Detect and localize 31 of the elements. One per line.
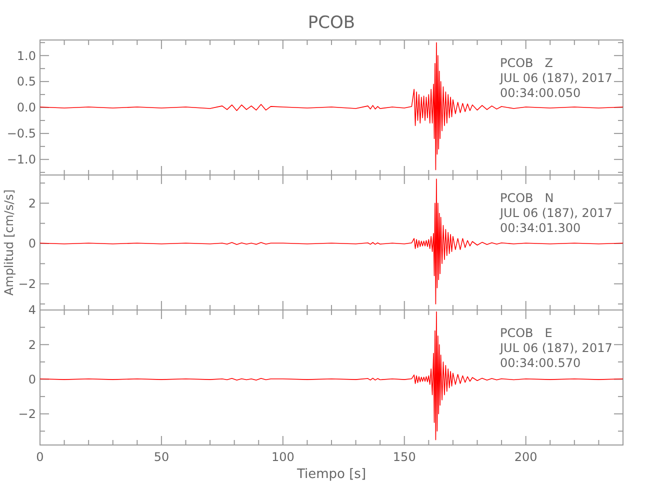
y-tick-label: 1.0 [16, 48, 36, 63]
x-tick-label: 50 [154, 450, 170, 464]
y-tick-label: −2 [18, 277, 36, 292]
annotation: JUL 06 (187), 2017 [499, 71, 612, 85]
annotation: JUL 06 (187), 2017 [499, 341, 612, 355]
line-series [40, 178, 624, 304]
x-tick-label: 150 [392, 450, 416, 464]
y-axis-title: Amplitud [cm/s/s] [2, 189, 16, 296]
y-tick-label: 2 [28, 196, 36, 210]
chart-title: PCOB [308, 13, 356, 33]
annotation: 00:34:00.050 [500, 86, 581, 100]
y-tick-label: 2 [28, 338, 36, 352]
y-tick-label: 0 [28, 236, 36, 251]
y-tick-label: −2 [18, 407, 36, 422]
line-series [40, 311, 624, 440]
annotation: PCOB Z [500, 56, 553, 70]
x-tick-label: 100 [271, 450, 294, 464]
annotation: PCOB E [500, 326, 552, 340]
y-tick-label: −1.0 [6, 152, 36, 167]
x-axis-title: Tiempo [s] [296, 467, 366, 482]
annotation: PCOB N [500, 191, 554, 205]
annotation: JUL 06 (187), 2017 [499, 206, 612, 220]
y-tick-label: 0.5 [16, 74, 36, 89]
annotation: 00:34:01.300 [500, 221, 581, 235]
y-tick-label: −0.5 [6, 126, 36, 141]
line-series [40, 42, 624, 170]
y-tick-label: 0 [28, 372, 36, 386]
y-tick-label: 4 [28, 303, 36, 318]
x-tick-label: 200 [514, 450, 538, 464]
y-tick-label: 0.0 [16, 100, 36, 115]
annotation: 00:34:00.570 [500, 356, 581, 370]
